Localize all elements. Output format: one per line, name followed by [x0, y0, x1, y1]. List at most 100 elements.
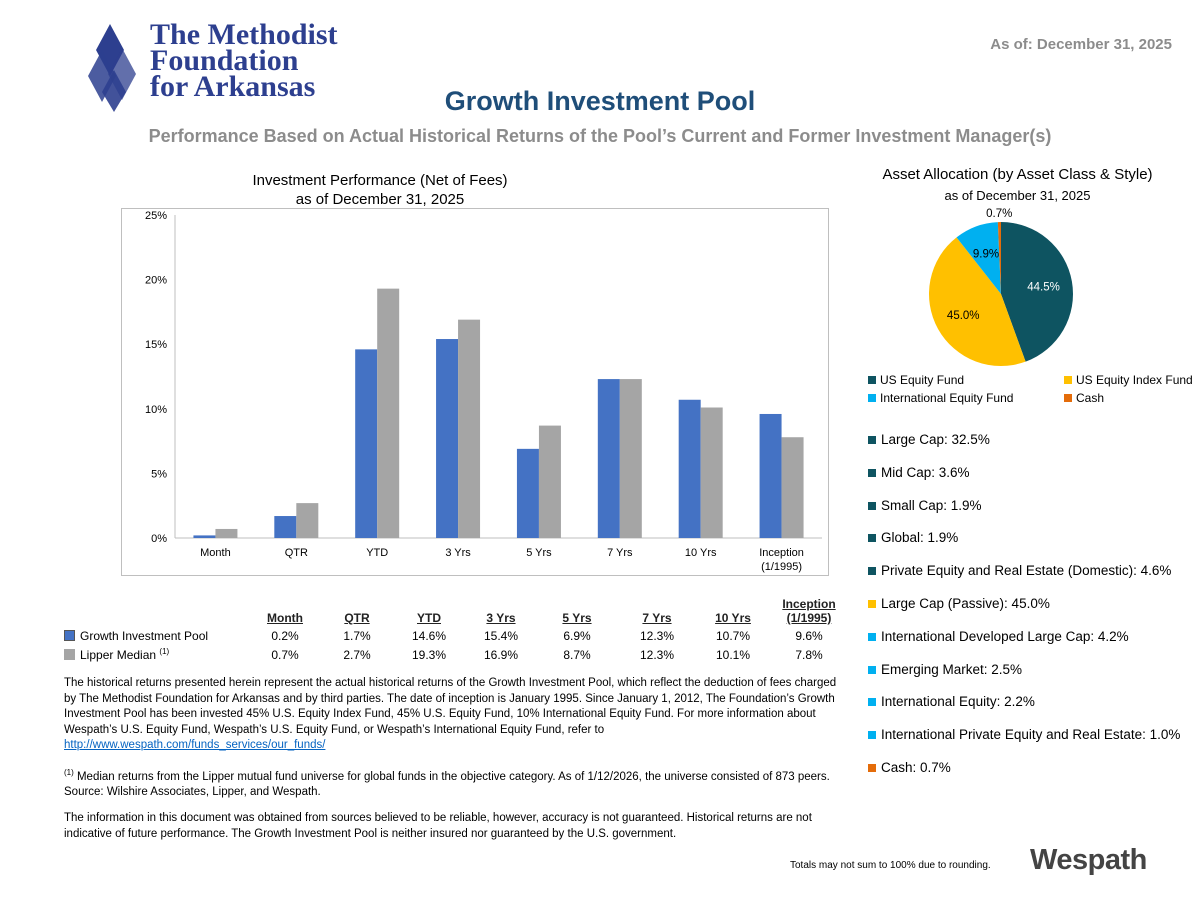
allocation-label: Private Equity and Real Estate (Domestic… [881, 563, 1172, 579]
table-header: 3 Yrs [486, 611, 516, 625]
table-cell: 19.3% [411, 647, 447, 662]
allocation-swatch [868, 501, 876, 510]
bar-growth-pool [597, 379, 620, 538]
allocation-label: Global: 1.9% [881, 530, 959, 546]
lipper-note: (1) Median returns from the Lipper mutua… [64, 765, 844, 801]
bar-lipper-median [458, 319, 481, 538]
table-row: Lipper Median (1) 0.7% 2.7% 19.3% 16.9% … [64, 645, 849, 664]
y-tick-label: 15% [145, 339, 167, 351]
inception-line: Inception [782, 597, 836, 611]
allocation-item: Mid Cap: 3.6% [868, 465, 970, 480]
table-cell: 10.1% [715, 647, 751, 662]
pie-legend-item: US Equity Index Fund [1064, 373, 1193, 387]
table-cell: 7.8% [795, 647, 823, 662]
pie-legend-item: US Equity Fund [868, 373, 964, 387]
returns-text: The historical returns presented herein … [64, 677, 837, 736]
wespath-funds-link[interactable]: http://www.wespath.com/funds_services/ou… [64, 739, 326, 751]
allocation-label: Mid Cap: 3.6% [881, 464, 970, 480]
logo-text: The Methodist Foundation for Arkansas [150, 20, 338, 103]
logo-line: for Arkansas [150, 70, 316, 103]
table-cell: 0.2% [271, 629, 299, 643]
allocation-item: Large Cap (Passive): 45.0% [868, 596, 1050, 611]
bar-growth-pool [274, 516, 297, 538]
footnote-ref: (1) [159, 647, 170, 656]
logo-line: Foundation [150, 44, 299, 77]
bar-lipper-median [215, 528, 238, 538]
allocation-swatch [868, 698, 876, 707]
bar-lipper-median [700, 407, 723, 538]
allocation-item: Large Cap: 32.5% [868, 432, 990, 447]
table-header-row: Month QTR YTD 3 Yrs 5 Yrs 7 Yrs 10 Yrs I… [64, 595, 849, 627]
page-title: Growth Investment Pool [444, 86, 756, 116]
returns-description: The historical returns presented herein … [64, 676, 844, 754]
allocation-label: Small Cap: 1.9% [881, 497, 982, 513]
allocation-swatch [868, 534, 876, 543]
allocation-label: International Developed Large Cap: 4.2% [881, 628, 1129, 644]
bar-growth-pool [516, 448, 539, 538]
pie-legend-item: International Equity Fund [868, 391, 1013, 405]
performance-table: Month QTR YTD 3 Yrs 5 Yrs 7 Yrs 10 Yrs I… [64, 595, 849, 664]
inception-line: (1/1995) [786, 611, 832, 625]
allocation-label: International Equity: 2.2% [881, 694, 1035, 710]
pie-chart-subtitle: as of December 31, 2025 [944, 188, 1091, 203]
legend-swatch [868, 394, 876, 402]
x-tick-label: 5 Yrs [526, 547, 552, 559]
bar-growth-pool [355, 349, 378, 538]
table-header: 10 Yrs [715, 611, 751, 625]
bar-chart-title-text: Investment Performance (Net of Fees) [252, 172, 508, 189]
table-row: Growth Investment Pool 0.2% 1.7% 14.6% 1… [64, 627, 849, 645]
y-tick-label: 25% [145, 210, 167, 222]
bar-chart: 0% 5% 10% 15% 20% 25% Month QTR YTD 3 Yrs 5 Yrs 7 Y… [145, 210, 822, 573]
bar-lipper-median [781, 437, 804, 538]
allocation-item: International Developed Large Cap: 4.2% [868, 629, 1129, 644]
table-cell: 14.6% [411, 629, 447, 643]
pie-chart-title: Asset Allocation (by Asset Class & Style… [882, 166, 1153, 183]
pie-slice [997, 222, 1001, 294]
y-tick-label: 0% [151, 533, 167, 545]
table-cell: 2.7% [343, 647, 371, 662]
table-cell: 1.7% [343, 629, 371, 643]
allocation-swatch [868, 731, 876, 740]
pie-slice [929, 237, 1026, 366]
y-tick-label: 10% [145, 404, 167, 416]
table-cell: 15.4% [483, 629, 519, 643]
table-header: QTR [344, 611, 370, 625]
allocation-swatch [868, 665, 876, 674]
y-tick-label: 20% [145, 275, 167, 287]
disclaimer: The information in this document was obt… [64, 812, 812, 840]
legend-label: US Equity Fund [880, 373, 965, 387]
pie-chart: 44.5% 45.0% 9.9% 0.7% [929, 208, 1073, 366]
pie-slice [956, 222, 1001, 294]
legend-label: US Equity Index Fund [1076, 373, 1193, 387]
table-cell: 8.7% [563, 647, 591, 662]
allocation-label: Cash: 0.7% [881, 760, 951, 775]
row-label-text: Lipper Median [80, 648, 157, 662]
allocation-item: Private Equity and Real Estate (Domestic… [868, 563, 1171, 578]
bar-lipper-median [538, 425, 561, 538]
pie-data-label: 44.5% [1027, 282, 1060, 294]
allocation-item: Global: 1.9% [868, 530, 958, 545]
page-subtitle: Performance Based on Actual Historical R… [148, 126, 1052, 146]
x-tick-label: (1/1995) [761, 561, 802, 573]
foundation-logo [88, 24, 136, 112]
table-cell: 0.7% [271, 647, 299, 662]
row-label: Growth Investment Pool [64, 627, 249, 645]
table-cell: 16.9% [483, 647, 519, 662]
table-header-blank [64, 595, 249, 627]
allocation-swatch [868, 600, 876, 608]
table-cell: 12.3% [639, 647, 675, 662]
bar-growth-pool [678, 399, 701, 538]
table-cell: 10.7% [715, 629, 751, 643]
allocation-swatch [868, 764, 876, 772]
table-cell: 6.9% [563, 629, 591, 643]
allocation-label: Large Cap (Passive): 45.0% [881, 596, 1050, 611]
legend-swatch [868, 376, 876, 384]
bar-chart-frame [121, 208, 829, 576]
bar-lipper-median [296, 503, 319, 538]
allocation-label: International Private Equity and Real Es… [881, 727, 1181, 743]
table-header: Month [267, 611, 303, 625]
allocation-item: International Private Equity and Real Es… [868, 727, 1180, 742]
bar-chart-subtitle: as of December 31, 2025 [295, 191, 465, 208]
row-label: Lipper Median (1) [64, 645, 249, 664]
allocation-swatch [868, 567, 876, 576]
